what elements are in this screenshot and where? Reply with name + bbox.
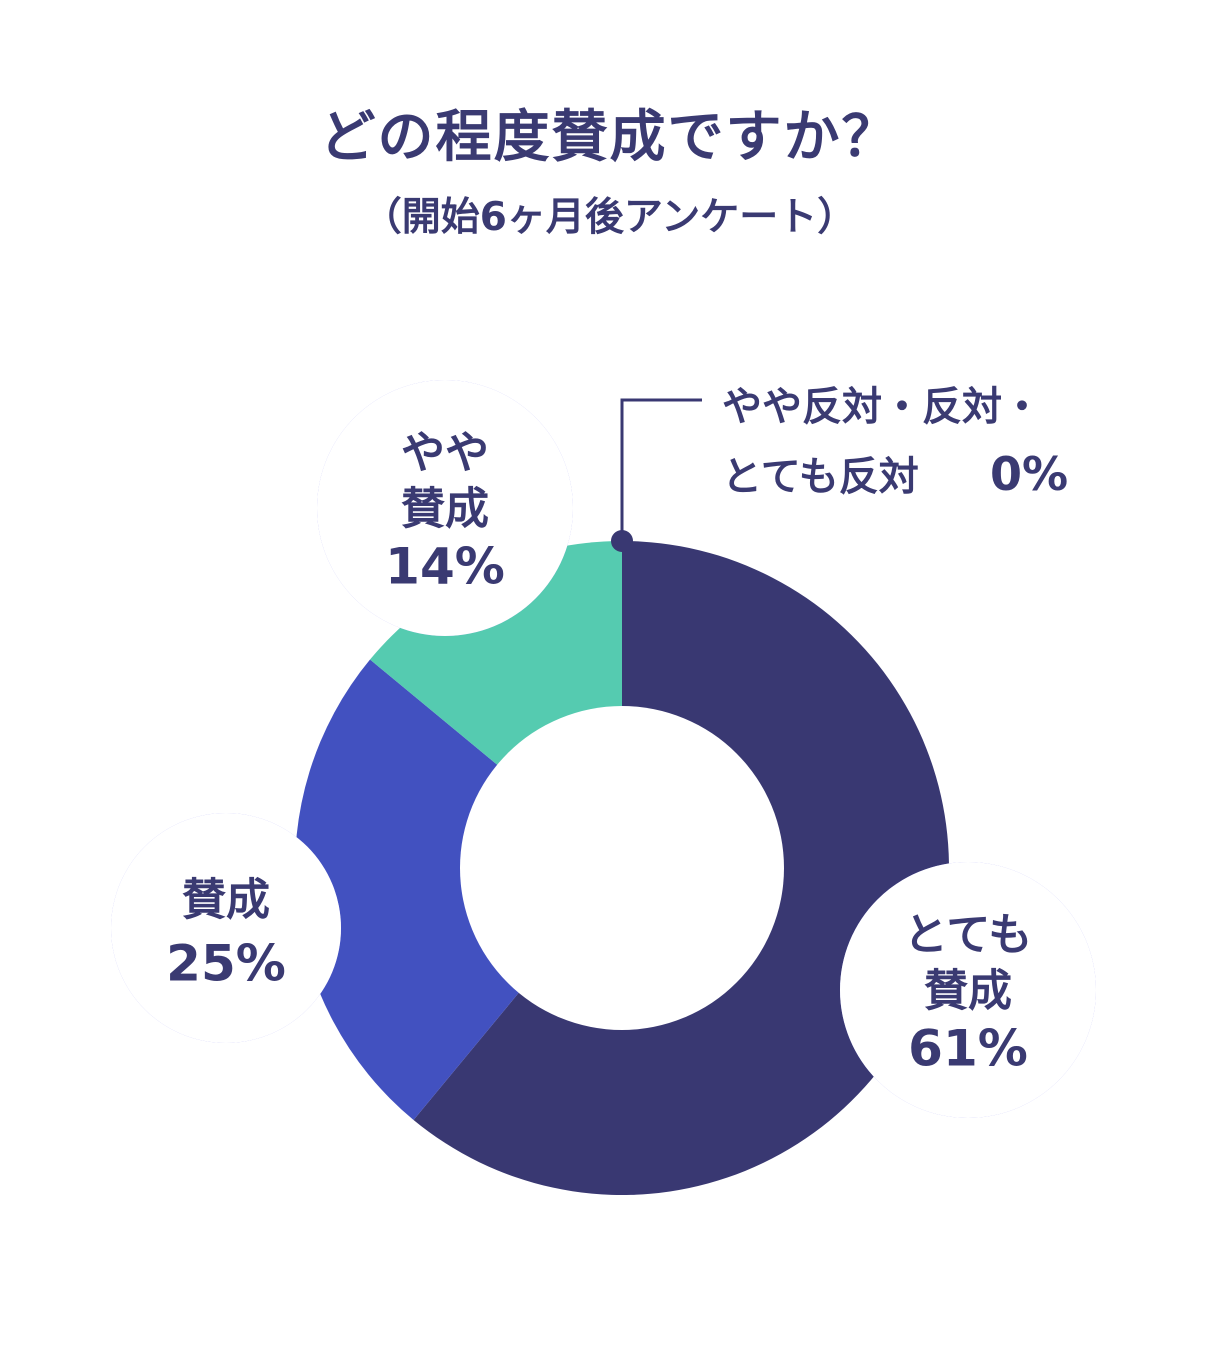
bubble-circle: [317, 380, 573, 636]
slice-value: 25%: [166, 934, 286, 992]
slice-label: やや: [401, 428, 489, 479]
bubble-circle: [111, 813, 341, 1043]
callout-label-line1: やや反対・反対・: [722, 384, 1042, 430]
slice-label: 賛成: [401, 484, 489, 535]
chart-title: どの程度賛成ですか？: [319, 105, 900, 170]
zero-callout: やや反対・反対・とても反対 0%: [611, 384, 1068, 552]
slice-value: 14%: [385, 538, 505, 596]
bubble-circle: [840, 862, 1096, 1118]
donut-hole: [460, 706, 784, 1030]
callout-dot: [611, 530, 633, 552]
callout-line: [620, 398, 702, 541]
slice-label: 賛成: [924, 966, 1012, 1017]
slice-label: とても: [904, 910, 1032, 961]
chart-subtitle: （開始6ヶ月後アンケート）: [362, 195, 857, 240]
donut-slice-1: [295, 659, 622, 1120]
callout-label-line2: とても反対: [722, 454, 919, 500]
label-bubble-1: 賛成 25%: [111, 813, 341, 1043]
callout-value: 0%: [990, 447, 1068, 501]
slice-label: 賛成: [182, 874, 270, 925]
slice-value: 61%: [908, 1020, 1028, 1078]
